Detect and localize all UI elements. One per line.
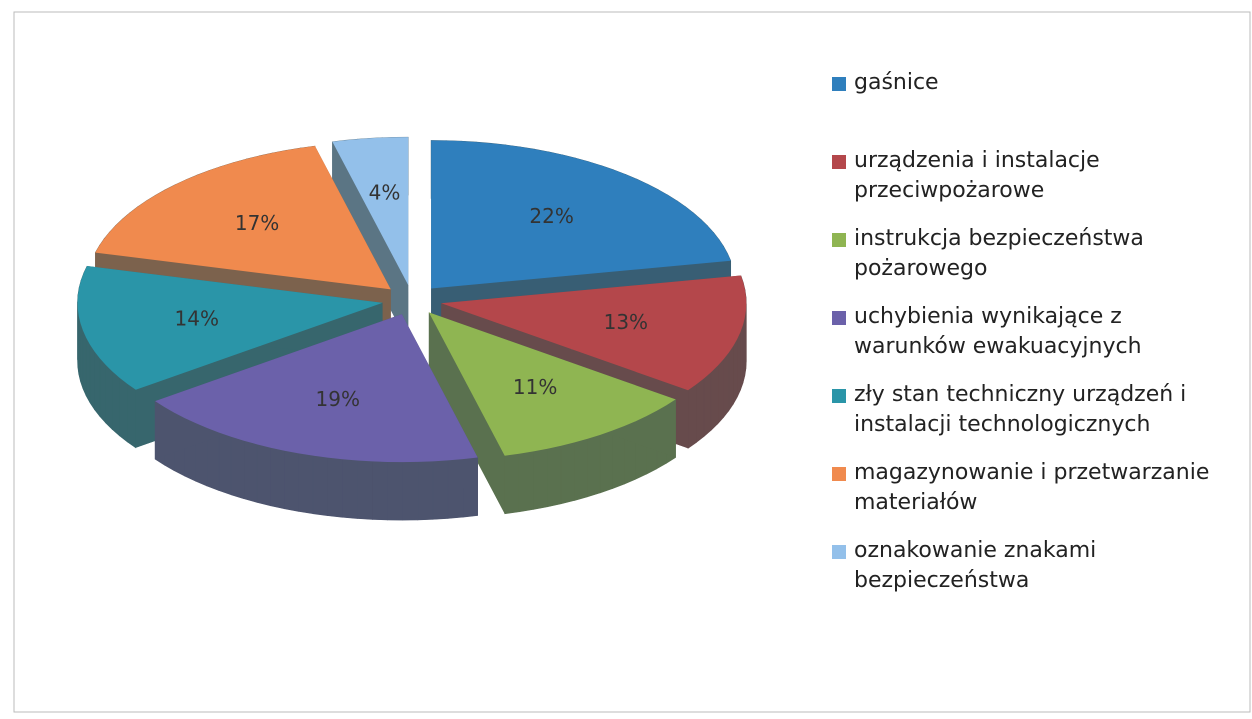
slice: 17% bbox=[95, 145, 391, 348]
data-label: 17% bbox=[235, 211, 279, 235]
slice-top bbox=[441, 275, 747, 391]
slice-side bbox=[105, 364, 113, 431]
slice-side bbox=[94, 350, 101, 418]
legend-swatch bbox=[832, 389, 846, 403]
slice-side bbox=[560, 442, 575, 505]
slice-side bbox=[736, 331, 741, 398]
legend-swatch bbox=[832, 545, 846, 559]
slice-side bbox=[82, 330, 87, 396]
data-label: 22% bbox=[529, 204, 573, 228]
slice-side bbox=[372, 461, 388, 521]
legend-label: instrukcja bezpieczeństwa pożarowego bbox=[854, 226, 1144, 281]
slice-side bbox=[218, 432, 232, 496]
frame bbox=[13, 11, 1251, 713]
data-label: 13% bbox=[604, 310, 648, 334]
legend-item: magazynowanie i przetwarzanie materiałów bbox=[832, 458, 1237, 536]
slice-side bbox=[504, 453, 520, 515]
slice-top bbox=[155, 314, 478, 463]
slice-wall bbox=[428, 312, 505, 514]
slice-side bbox=[312, 455, 328, 516]
legend-item: zły stan techniczny urządzeń i instalacj… bbox=[832, 380, 1237, 458]
legend-swatch bbox=[832, 77, 846, 91]
slice-side bbox=[717, 358, 724, 425]
slice-top bbox=[95, 146, 391, 290]
slice-top bbox=[428, 312, 676, 456]
slice-side bbox=[342, 458, 358, 519]
slice-side bbox=[432, 460, 449, 520]
slice-side bbox=[270, 447, 285, 510]
slice-side bbox=[723, 351, 730, 419]
legend-item: instrukcja bezpieczeństwa pożarowego bbox=[832, 224, 1237, 302]
slice-side bbox=[703, 371, 712, 438]
slice-side bbox=[99, 357, 106, 424]
legend-item: oznakowanie znakami bezpieczeństwa bbox=[832, 536, 1237, 614]
slice-side bbox=[119, 377, 128, 443]
slice-side bbox=[89, 343, 95, 411]
legend-item: urządzenia i instalacje przeciwpożarowe bbox=[832, 146, 1237, 224]
legend-label: zły stan techniczny urządzeń i instalacj… bbox=[854, 382, 1187, 437]
slice-side bbox=[356, 460, 373, 520]
slice-side bbox=[587, 434, 601, 498]
data-label: 11% bbox=[513, 375, 557, 399]
legend-label: urządzenia i instalacje przeciwpożarowe bbox=[854, 148, 1100, 203]
slice-top bbox=[431, 140, 731, 289]
slice-side bbox=[696, 377, 705, 444]
slice-side bbox=[256, 443, 271, 507]
slice-side bbox=[243, 440, 258, 503]
slice-side bbox=[85, 337, 91, 403]
legend-label: oznakowanie znakami bezpieczeństwa bbox=[854, 538, 1097, 593]
slice-side bbox=[733, 337, 738, 406]
slice-side bbox=[417, 461, 434, 521]
slice-side bbox=[710, 365, 719, 431]
slice-side bbox=[111, 370, 120, 437]
slice: 11% bbox=[428, 312, 676, 515]
legend-label: magazynowanie i przetwarzanie materiałów bbox=[854, 460, 1210, 515]
slice-side bbox=[687, 383, 697, 449]
legend-label: gaśnice bbox=[854, 70, 939, 95]
legend-item: gaśnice bbox=[832, 68, 1237, 146]
slice-top bbox=[332, 137, 409, 286]
legend: gaśnice urządzenia i instalacje przeciwpo… bbox=[832, 68, 1237, 614]
data-label: 19% bbox=[316, 387, 360, 411]
slice-top bbox=[77, 266, 383, 390]
slice-side bbox=[574, 438, 588, 501]
slice-side bbox=[387, 461, 403, 521]
slice-side bbox=[728, 344, 734, 412]
legend-swatch bbox=[832, 155, 846, 169]
data-label: 4% bbox=[369, 181, 401, 205]
slice-side bbox=[547, 445, 562, 508]
slice-side bbox=[127, 383, 137, 449]
legend-swatch bbox=[832, 311, 846, 325]
slice-side bbox=[298, 453, 314, 515]
legend-item: uchybienia wynikające z warunków ewakuac… bbox=[832, 302, 1237, 380]
slice-side bbox=[230, 436, 245, 500]
slice-side bbox=[402, 461, 419, 521]
legend-swatch bbox=[832, 467, 846, 481]
slice-side bbox=[533, 448, 548, 510]
slice-side bbox=[284, 450, 299, 512]
slice-side bbox=[740, 324, 744, 391]
legend-label: uchybienia wynikające z warunków ewakuac… bbox=[854, 304, 1142, 359]
slice: 19% bbox=[154, 314, 478, 521]
legend-swatch bbox=[832, 233, 846, 247]
slice-side bbox=[518, 451, 534, 513]
slice-side bbox=[327, 457, 343, 518]
slice-side bbox=[599, 430, 613, 494]
data-label: 14% bbox=[175, 307, 219, 331]
